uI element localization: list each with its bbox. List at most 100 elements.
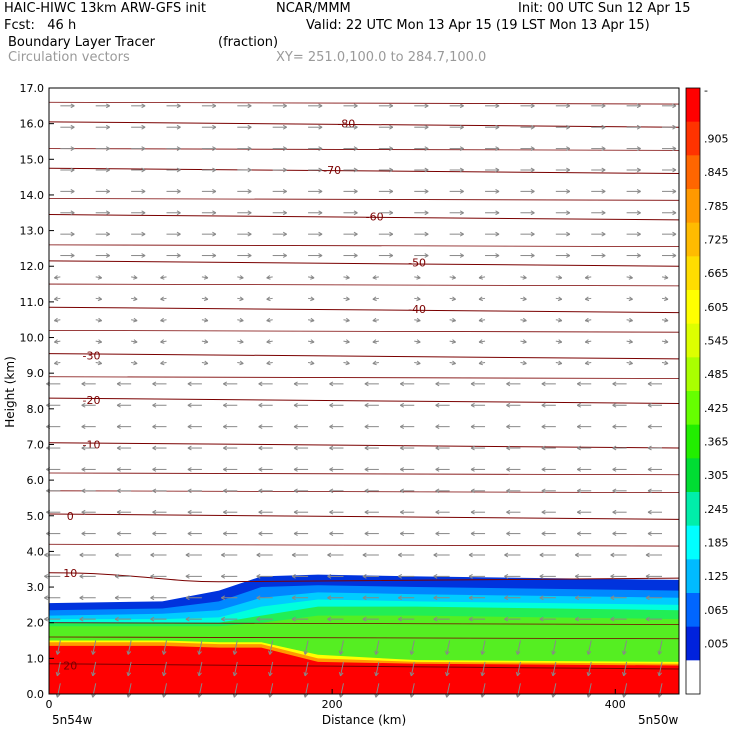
vector-arrow xyxy=(201,189,217,194)
vector-arrow xyxy=(131,253,146,258)
vector-arrow xyxy=(364,509,379,515)
vector-arrow xyxy=(626,189,641,194)
vector-arrow xyxy=(308,167,323,173)
vector-arrow xyxy=(662,231,677,237)
vector-arrow xyxy=(291,595,309,601)
vector-arrow xyxy=(293,381,309,387)
colorbar-swatch xyxy=(686,357,700,392)
vector-arrow xyxy=(54,296,61,302)
y-axis-label: Height (km) xyxy=(3,356,17,427)
tracer-field xyxy=(49,569,679,694)
vector-arrow xyxy=(187,402,202,408)
vector-arrow xyxy=(626,103,641,109)
vector-arrow xyxy=(46,488,61,494)
y-tick-label: 4.0 xyxy=(27,545,45,558)
vector-arrow xyxy=(166,210,181,216)
vector-arrow xyxy=(520,124,535,130)
vector-arrow xyxy=(612,467,627,472)
vector-arrow xyxy=(661,360,669,366)
colorbar-label: .605 xyxy=(704,301,729,314)
vector-arrow xyxy=(449,253,464,258)
vector-arrow xyxy=(256,595,273,601)
vector-arrow xyxy=(166,231,181,237)
vector-arrow xyxy=(449,103,464,109)
model-title: HAIC-HIWC 13km ARW-GFS init xyxy=(4,1,206,16)
vector-arrow xyxy=(329,531,344,536)
vector-arrow xyxy=(343,103,358,109)
vector-arrow xyxy=(555,339,563,344)
vector-arrow xyxy=(187,467,202,472)
vector-arrow xyxy=(60,189,75,194)
contour-line xyxy=(48,167,680,175)
field-units: (fraction) xyxy=(218,35,279,50)
vector-arrow xyxy=(237,210,252,216)
vector-arrow xyxy=(470,402,486,408)
vector-arrow xyxy=(258,402,273,408)
vector-arrow xyxy=(201,210,217,216)
vector-arrow xyxy=(661,296,669,302)
vector-arrow xyxy=(551,640,557,655)
contour-line xyxy=(48,572,680,583)
vector-arrow xyxy=(539,574,556,579)
vector-arrow xyxy=(237,189,252,194)
vector-arrow xyxy=(303,661,309,677)
vector-arrow xyxy=(661,275,669,280)
y-tick-label: 0.0 xyxy=(27,688,45,701)
vector-arrow xyxy=(506,424,521,430)
vector-arrow xyxy=(480,640,486,655)
colorbar-label: .365 xyxy=(704,436,729,449)
vector-arrow xyxy=(116,467,132,472)
vector-arrow xyxy=(504,595,521,601)
vector-arrow xyxy=(485,210,500,216)
vector-arrow xyxy=(166,103,181,109)
vector-arrow xyxy=(515,661,521,677)
vector-arrow xyxy=(449,296,456,302)
vector-arrow xyxy=(378,167,394,173)
vector-arrow xyxy=(343,167,358,173)
vector-arrow xyxy=(60,253,75,258)
vector-arrow xyxy=(256,616,273,622)
vector-arrow xyxy=(662,189,677,194)
vector-arrow xyxy=(343,146,358,151)
y-tick-label: 16.0 xyxy=(20,118,45,131)
contour-line xyxy=(48,283,680,287)
vector-arrow xyxy=(223,467,238,472)
vector-arrow xyxy=(378,231,394,237)
vector-arrow xyxy=(152,381,167,387)
vector-arrow xyxy=(435,445,450,451)
vector-arrow xyxy=(268,640,274,655)
vector-arrow xyxy=(81,531,96,536)
colorbar-swatch xyxy=(686,626,700,661)
vector-arrow xyxy=(116,509,132,515)
valid-time: Valid: 22 UTC Mon 13 Apr 15 (19 LST Mon … xyxy=(306,18,650,33)
vector-arrow xyxy=(327,574,344,579)
vector-arrow xyxy=(591,124,606,130)
vector-arrow xyxy=(95,146,110,151)
vector-arrow xyxy=(398,616,415,622)
vector-arrow xyxy=(661,339,669,344)
vector-arrow xyxy=(541,445,556,451)
vector-arrow xyxy=(400,381,415,387)
contour-label: -70 xyxy=(323,164,341,177)
vector-arrow xyxy=(308,146,323,151)
vector-arrow xyxy=(46,445,61,451)
contour-line xyxy=(48,376,680,379)
vector-arrow xyxy=(258,424,273,430)
vector-arrow xyxy=(256,552,273,558)
vector-arrow xyxy=(272,124,287,130)
contour-line xyxy=(48,330,680,333)
vector-arrow xyxy=(520,339,527,344)
vector-arrow xyxy=(612,445,627,451)
vector-arrow xyxy=(364,381,379,387)
vector-arrow xyxy=(166,167,181,173)
colorbar-label: .425 xyxy=(704,402,729,415)
vector-arrow xyxy=(308,231,323,237)
vector-arrow xyxy=(555,146,571,151)
vector-arrow xyxy=(435,424,450,430)
circulation-vectors xyxy=(44,103,677,698)
vector-arrow xyxy=(414,275,421,280)
y-tick-label: 15.0 xyxy=(20,153,45,166)
contour-line xyxy=(48,198,680,201)
vector-arrow xyxy=(44,616,61,622)
contour-line xyxy=(48,543,680,547)
